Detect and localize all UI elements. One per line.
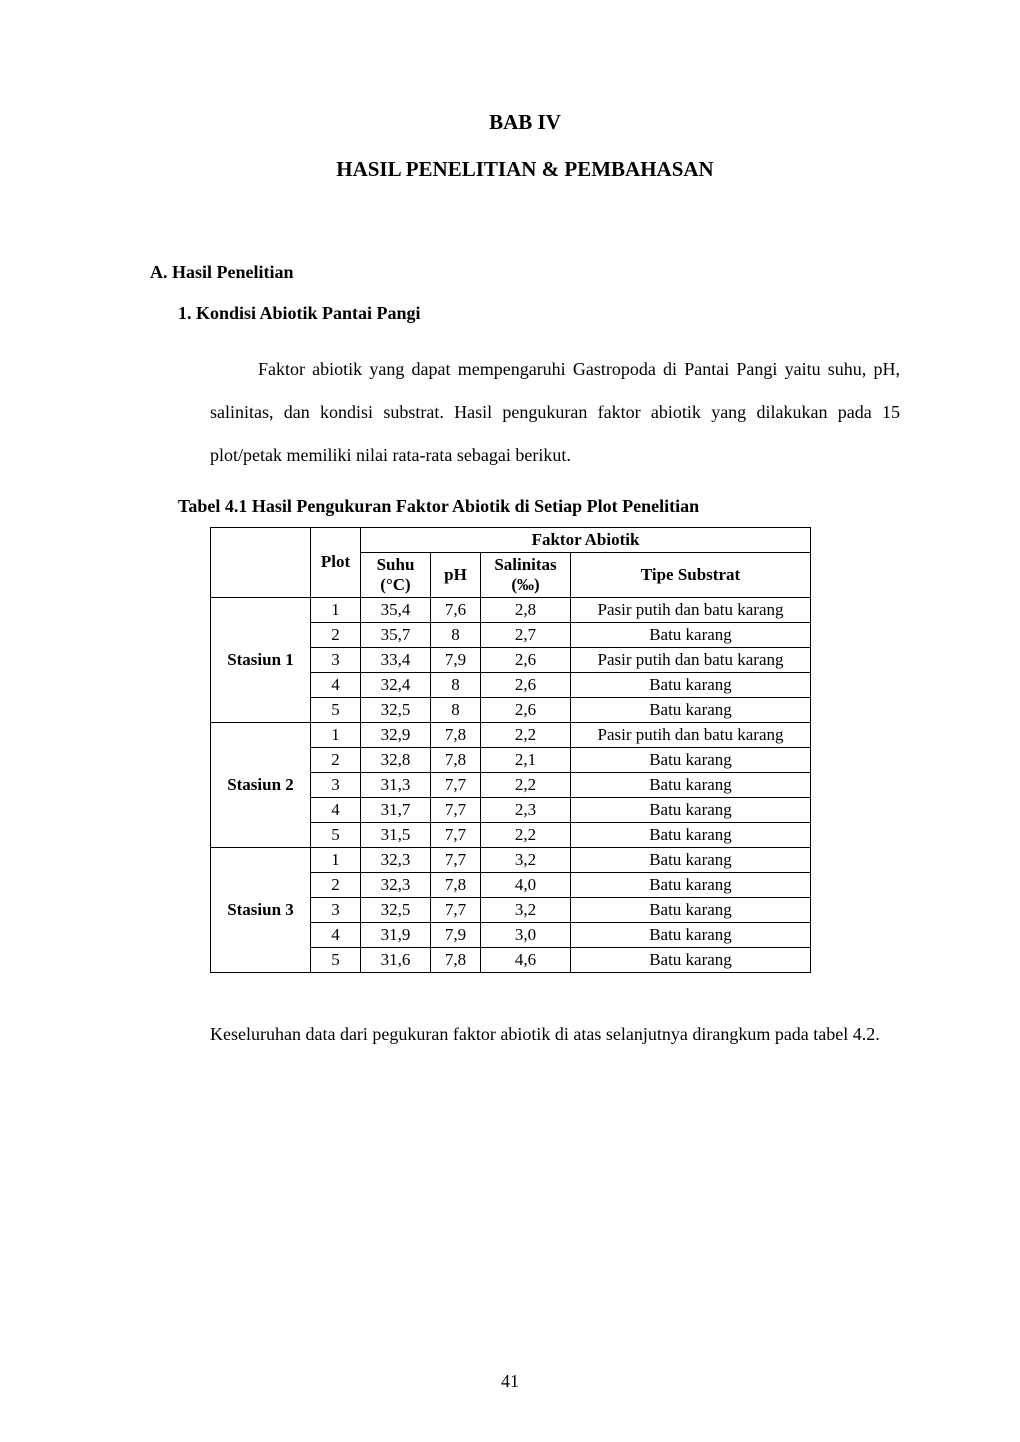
station-cell: Stasiun 1 xyxy=(211,597,311,722)
cell-plot: 1 xyxy=(311,847,361,872)
cell-sub: Batu karang xyxy=(571,847,811,872)
cell-sal: 2,2 xyxy=(481,722,571,747)
cell-plot: 1 xyxy=(311,722,361,747)
cell-sub: Batu karang xyxy=(571,672,811,697)
cell-suhu: 31,5 xyxy=(361,822,431,847)
cell-sal: 2,6 xyxy=(481,647,571,672)
cell-sub: Batu karang xyxy=(571,772,811,797)
cell-plot: 5 xyxy=(311,697,361,722)
cell-plot: 3 xyxy=(311,647,361,672)
paragraph-1: Faktor abiotik yang dapat mempengaruhi G… xyxy=(210,348,900,478)
cell-ph: 7,9 xyxy=(431,647,481,672)
cell-plot: 4 xyxy=(311,922,361,947)
cell-plot: 5 xyxy=(311,822,361,847)
cell-sub: Batu karang xyxy=(571,897,811,922)
cell-sal: 2,1 xyxy=(481,747,571,772)
table-caption: Tabel 4.1 Hasil Pengukuran Faktor Abioti… xyxy=(178,496,900,517)
cell-suhu: 32,4 xyxy=(361,672,431,697)
page-number: 41 xyxy=(0,1371,1020,1392)
cell-ph: 8 xyxy=(431,697,481,722)
subsection-1-heading: 1. Kondisi Abiotik Pantai Pangi xyxy=(178,303,900,324)
cell-sub: Batu karang xyxy=(571,797,811,822)
cell-sal: 3,2 xyxy=(481,897,571,922)
cell-sub: Batu karang xyxy=(571,822,811,847)
cell-ph: 7,9 xyxy=(431,922,481,947)
cell-suhu: 32,3 xyxy=(361,872,431,897)
after-table-paragraph: Keseluruhan data dari pegukuran faktor a… xyxy=(210,1013,900,1056)
cell-sal: 2,2 xyxy=(481,822,571,847)
cell-sub: Pasir putih dan batu karang xyxy=(571,597,811,622)
cell-sub: Batu karang xyxy=(571,622,811,647)
cell-ph: 7,8 xyxy=(431,722,481,747)
cell-sal: 3,2 xyxy=(481,847,571,872)
cell-ph: 7,7 xyxy=(431,897,481,922)
cell-suhu: 33,4 xyxy=(361,647,431,672)
cell-sub: Pasir putih dan batu karang xyxy=(571,722,811,747)
cell-ph: 7,6 xyxy=(431,597,481,622)
cell-ph: 7,7 xyxy=(431,847,481,872)
th-empty xyxy=(211,527,311,597)
cell-ph: 7,7 xyxy=(431,822,481,847)
cell-sal: 2,6 xyxy=(481,697,571,722)
cell-plot: 2 xyxy=(311,622,361,647)
cell-ph: 8 xyxy=(431,622,481,647)
cell-plot: 3 xyxy=(311,897,361,922)
cell-sub: Batu karang xyxy=(571,922,811,947)
station-cell: Stasiun 2 xyxy=(211,722,311,847)
cell-plot: 4 xyxy=(311,797,361,822)
table-row: Stasiun 2132,97,82,2Pasir putih dan batu… xyxy=(211,722,811,747)
cell-sub: Pasir putih dan batu karang xyxy=(571,647,811,672)
cell-sal: 2,6 xyxy=(481,672,571,697)
cell-sal: 2,2 xyxy=(481,772,571,797)
cell-suhu: 32,3 xyxy=(361,847,431,872)
cell-suhu: 32,5 xyxy=(361,897,431,922)
abiotik-table: Plot Faktor Abiotik Suhu (°C) pH Salinit… xyxy=(210,527,811,973)
cell-plot: 2 xyxy=(311,872,361,897)
th-suhu: Suhu (°C) xyxy=(361,552,431,597)
table-body: Stasiun 1135,47,62,8Pasir putih dan batu… xyxy=(211,597,811,972)
cell-sal: 4,0 xyxy=(481,872,571,897)
cell-ph: 8 xyxy=(431,672,481,697)
cell-plot: 4 xyxy=(311,672,361,697)
cell-ph: 7,7 xyxy=(431,772,481,797)
cell-suhu: 31,7 xyxy=(361,797,431,822)
cell-sub: Batu karang xyxy=(571,697,811,722)
cell-sal: 4,6 xyxy=(481,947,571,972)
cell-suhu: 32,9 xyxy=(361,722,431,747)
section-a-heading: A. Hasil Penelitian xyxy=(150,262,900,283)
th-faktor-group: Faktor Abiotik xyxy=(361,527,811,552)
th-salinitas: Salinitas (‰) xyxy=(481,552,571,597)
table-row: Stasiun 1135,47,62,8Pasir putih dan batu… xyxy=(211,597,811,622)
cell-sub: Batu karang xyxy=(571,947,811,972)
station-cell: Stasiun 3 xyxy=(211,847,311,972)
cell-suhu: 32,5 xyxy=(361,697,431,722)
cell-suhu: 32,8 xyxy=(361,747,431,772)
th-ph: pH xyxy=(431,552,481,597)
cell-suhu: 31,9 xyxy=(361,922,431,947)
cell-ph: 7,8 xyxy=(431,872,481,897)
chapter-subtitle: HASIL PENELITIAN & PEMBAHASAN xyxy=(150,157,900,182)
cell-ph: 7,8 xyxy=(431,947,481,972)
cell-sal: 2,3 xyxy=(481,797,571,822)
cell-ph: 7,8 xyxy=(431,747,481,772)
cell-plot: 1 xyxy=(311,597,361,622)
cell-suhu: 35,4 xyxy=(361,597,431,622)
cell-sub: Batu karang xyxy=(571,872,811,897)
cell-sal: 2,8 xyxy=(481,597,571,622)
th-plot: Plot xyxy=(311,527,361,597)
table-row: Stasiun 3132,37,73,2Batu karang xyxy=(211,847,811,872)
cell-suhu: 31,6 xyxy=(361,947,431,972)
cell-suhu: 35,7 xyxy=(361,622,431,647)
cell-plot: 5 xyxy=(311,947,361,972)
cell-sal: 3,0 xyxy=(481,922,571,947)
cell-ph: 7,7 xyxy=(431,797,481,822)
cell-sub: Batu karang xyxy=(571,747,811,772)
th-substrat: Tipe Substrat xyxy=(571,552,811,597)
cell-suhu: 31,3 xyxy=(361,772,431,797)
cell-plot: 3 xyxy=(311,772,361,797)
cell-plot: 2 xyxy=(311,747,361,772)
cell-sal: 2,7 xyxy=(481,622,571,647)
chapter-title: BAB IV xyxy=(150,110,900,135)
